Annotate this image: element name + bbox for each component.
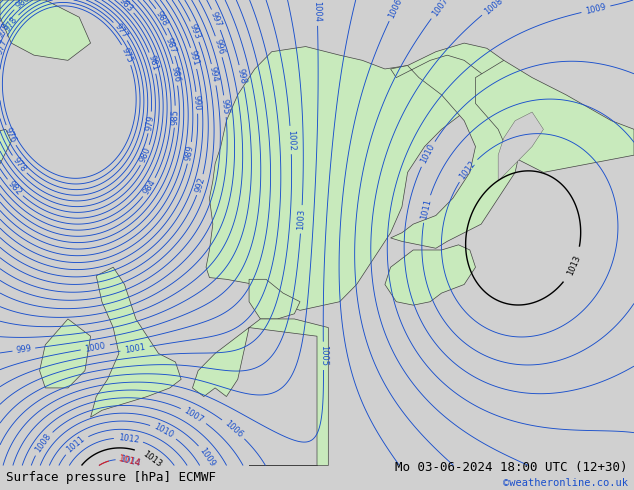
- Text: 976: 976: [3, 126, 18, 145]
- Polygon shape: [91, 267, 181, 417]
- Polygon shape: [391, 55, 521, 248]
- Text: 979: 979: [0, 21, 11, 39]
- Text: 1005: 1005: [319, 345, 328, 367]
- Text: Mo 03-06-2024 18:00 UTC (12+30): Mo 03-06-2024 18:00 UTC (12+30): [395, 461, 628, 474]
- Text: 988: 988: [154, 9, 170, 27]
- Text: 1012: 1012: [458, 159, 477, 181]
- Text: 1009: 1009: [585, 2, 607, 16]
- Text: 1011: 1011: [65, 434, 87, 455]
- Text: 1007: 1007: [430, 0, 450, 18]
- Text: 985: 985: [171, 109, 180, 125]
- Polygon shape: [0, 129, 11, 190]
- Text: 978: 978: [3, 15, 20, 33]
- Polygon shape: [385, 245, 476, 305]
- Text: 1006: 1006: [223, 418, 245, 440]
- Text: 1001: 1001: [124, 343, 146, 355]
- Polygon shape: [0, 0, 91, 60]
- Text: 997: 997: [209, 11, 223, 29]
- Text: 983: 983: [117, 0, 134, 14]
- Polygon shape: [39, 319, 91, 388]
- Text: 1010: 1010: [152, 422, 175, 440]
- Text: 1008: 1008: [482, 0, 504, 16]
- Text: 1010: 1010: [419, 143, 437, 166]
- Text: 995: 995: [220, 98, 230, 115]
- Text: 987: 987: [164, 36, 178, 54]
- Text: 998: 998: [236, 67, 248, 85]
- Text: 1014: 1014: [117, 454, 142, 468]
- Text: 1006: 1006: [387, 0, 404, 20]
- Text: 980: 980: [138, 146, 152, 164]
- Text: Surface pressure [hPa] ECMWF: Surface pressure [hPa] ECMWF: [6, 470, 216, 484]
- Text: 990: 990: [192, 95, 202, 111]
- Text: 979: 979: [145, 114, 156, 131]
- Text: 1014: 1014: [119, 454, 141, 468]
- Polygon shape: [249, 279, 300, 319]
- Text: 982: 982: [6, 179, 23, 197]
- Text: 1000: 1000: [84, 341, 107, 354]
- Text: 1011: 1011: [420, 197, 433, 220]
- Polygon shape: [206, 43, 504, 310]
- Text: 1008: 1008: [33, 432, 53, 455]
- Text: 978: 978: [11, 155, 28, 173]
- Text: 1013: 1013: [566, 253, 582, 276]
- Text: 1003: 1003: [296, 209, 306, 230]
- Text: 996: 996: [212, 38, 226, 55]
- Text: 981: 981: [146, 54, 159, 72]
- Text: 986: 986: [170, 66, 181, 83]
- Text: 1007: 1007: [183, 406, 205, 425]
- Text: ©weatheronline.co.uk: ©weatheronline.co.uk: [503, 478, 628, 488]
- Text: 977: 977: [0, 38, 10, 56]
- Text: 1004: 1004: [313, 1, 322, 22]
- Text: 991: 991: [188, 49, 200, 67]
- Text: 999: 999: [15, 344, 32, 355]
- Text: 1009: 1009: [198, 446, 217, 468]
- Text: 993: 993: [188, 23, 202, 41]
- Text: 984: 984: [141, 178, 157, 196]
- Polygon shape: [476, 60, 634, 172]
- Text: 992: 992: [194, 176, 207, 194]
- Text: 980: 980: [14, 0, 32, 11]
- Text: 1012: 1012: [118, 433, 139, 444]
- Polygon shape: [498, 112, 543, 181]
- Text: 1002: 1002: [286, 129, 296, 151]
- Text: 989: 989: [184, 144, 195, 161]
- Text: 994: 994: [208, 66, 220, 83]
- Text: 975: 975: [119, 46, 134, 64]
- Text: 1013: 1013: [141, 449, 164, 469]
- Polygon shape: [193, 319, 328, 466]
- Text: 977: 977: [112, 22, 129, 40]
